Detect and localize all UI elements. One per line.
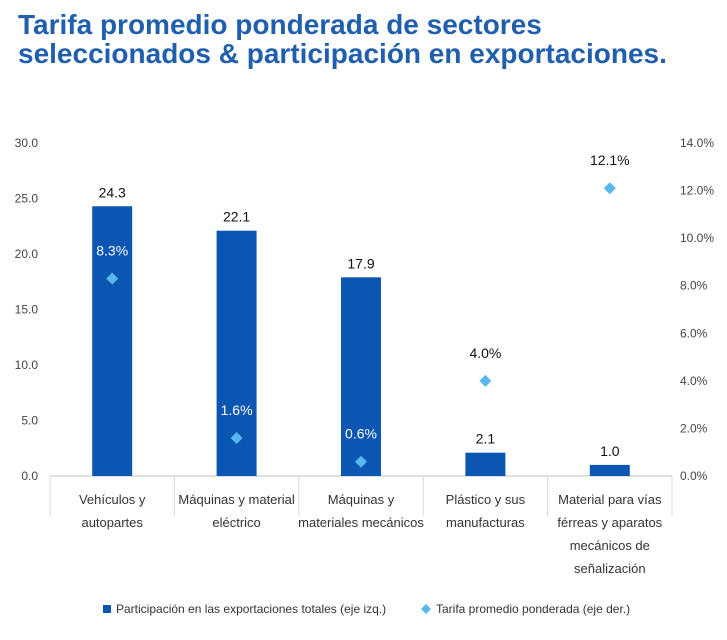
right-axis-tick-label: 14.0% [680, 136, 714, 150]
chart-axes: 0.0 5.0 10.0 15.0 20.0 25.0 30.0 0.0% 2.0% 4.0% 6.… [15, 136, 714, 516]
category-label: Plástico y sus [446, 492, 526, 507]
chart-title-line-1: Tarifa promedio ponderada de sectores [18, 9, 542, 40]
right-axis-tick-label: 4.0% [680, 374, 708, 388]
category-label: férreas y aparatos [557, 515, 662, 530]
right-axis-tick-label: 12.0% [680, 184, 714, 198]
marker-value-label: 12.1% [590, 152, 630, 168]
category-label: materiales mecánicos [298, 515, 424, 530]
left-axis-tick-label: 10.0 [15, 358, 39, 372]
marker-series: 8.3% 1.6% 0.6% 4.0% 12.1% [96, 152, 630, 468]
marker-value-label: 1.6% [221, 402, 253, 418]
category-label: señalización [574, 561, 646, 576]
bar-value-label: 24.3 [99, 184, 126, 200]
chart-legend: Participación en las exportaciones total… [103, 602, 630, 616]
category-label: Máquinas y material [178, 492, 294, 507]
left-axis-tick-label: 20.0 [15, 247, 39, 261]
marker-value-label: 4.0% [469, 345, 501, 361]
right-axis-tick-label: 8.0% [680, 279, 708, 293]
right-axis-tick-label: 0.0% [680, 469, 708, 483]
chart-title: Tarifa promedio ponderada de sectores se… [18, 10, 718, 68]
bar-value-label: 22.1 [223, 209, 250, 225]
category-label: autopartes [81, 515, 143, 530]
category-label: Vehículos y [79, 492, 146, 507]
right-axis-tick-label: 6.0% [680, 326, 708, 340]
category-label: mecánicos de [570, 538, 650, 553]
left-axis-tick-label: 25.0 [15, 192, 39, 206]
legend-bar-label: Participación en las exportaciones total… [116, 602, 386, 616]
bar [92, 206, 133, 476]
diamond-marker [230, 431, 243, 444]
right-axis-tick-label: 10.0% [680, 231, 714, 245]
legend-diamond-swatch [421, 604, 431, 614]
bar [589, 464, 630, 476]
bar [465, 452, 506, 476]
category-label: manufacturas [446, 515, 525, 530]
bar [341, 277, 381, 476]
left-axis-tick-label: 15.0 [15, 303, 39, 317]
diamond-marker [106, 272, 119, 285]
diamond-marker [355, 455, 367, 468]
right-axis-tick-label: 2.0% [680, 421, 708, 435]
category-label: eléctrico [212, 515, 260, 530]
marker-value-label: 8.3% [96, 243, 128, 259]
left-axis-tick-label: 5.0 [21, 414, 38, 428]
diamond-marker [479, 374, 492, 387]
category-label: Material para vías [558, 492, 662, 507]
chart-title-line-2: seleccionados & participación en exporta… [18, 38, 667, 69]
category-label: Máquinas y [328, 492, 395, 507]
bar-value-label: 2.1 [476, 431, 496, 447]
bar-value-label: 17.9 [347, 255, 374, 271]
left-axis-tick-label: 0.0 [21, 469, 38, 483]
marker-value-label: 0.6% [345, 426, 377, 442]
left-axis-tick-label: 30.0 [15, 136, 39, 150]
bar-value-label: 1.0 [600, 443, 620, 459]
category-labels: Vehículos y autopartes Máquinas y material… [79, 492, 663, 576]
legend-marker-label: Tarifa promedio ponderada (eje der.) [436, 602, 630, 616]
legend-bar-swatch [103, 605, 111, 613]
diamond-marker [603, 182, 616, 195]
